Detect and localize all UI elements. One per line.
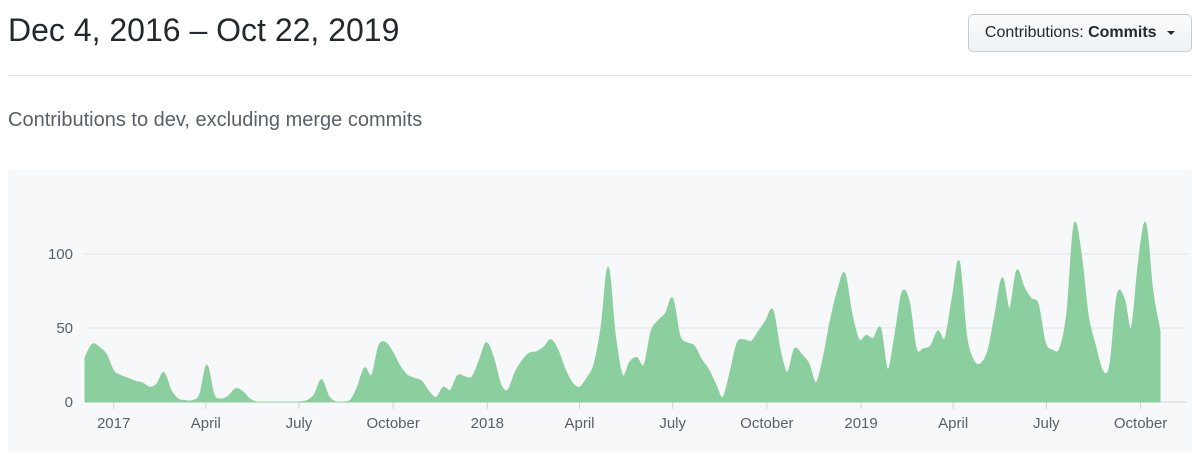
y-axis-label: 50 xyxy=(56,320,73,337)
x-axis-label: October xyxy=(740,415,793,432)
x-axis-label: October xyxy=(1114,415,1167,432)
y-axis-label: 100 xyxy=(48,246,73,263)
x-axis-label: April xyxy=(938,415,968,432)
x-axis-label: April xyxy=(564,415,594,432)
commits-area-series xyxy=(84,221,1161,403)
x-axis-label: 2019 xyxy=(844,415,877,432)
contributions-dropdown-label: Contributions: xyxy=(984,24,1084,41)
contributions-dropdown-value: Commits xyxy=(1088,24,1157,41)
contributions-dropdown-button[interactable]: Contributions: Commits xyxy=(967,14,1192,52)
x-axis-label: October xyxy=(366,415,419,432)
page-header: Dec 4, 2016 – Oct 22, 2019 Contributions… xyxy=(8,10,1192,76)
dropdown-caret-icon xyxy=(1167,31,1175,35)
x-axis-label: 2018 xyxy=(471,415,504,432)
x-axis-label: July xyxy=(286,415,313,432)
contributions-chart-panel: 0 50 100 2017 April July October 2018 April July O… xyxy=(8,170,1192,452)
x-axis-label: July xyxy=(659,415,686,432)
y-axis-label: 0 xyxy=(65,394,73,411)
x-axis-label: July xyxy=(1033,415,1060,432)
contributions-area-chart: 0 50 100 2017 April July October 2018 April July O… xyxy=(48,221,1187,432)
page-title: Dec 4, 2016 – Oct 22, 2019 xyxy=(8,12,400,48)
x-axis-label: April xyxy=(191,415,221,432)
chart-subtitle: Contributions to dev, excluding merge co… xyxy=(8,109,423,131)
x-axis-label: 2017 xyxy=(97,415,130,432)
